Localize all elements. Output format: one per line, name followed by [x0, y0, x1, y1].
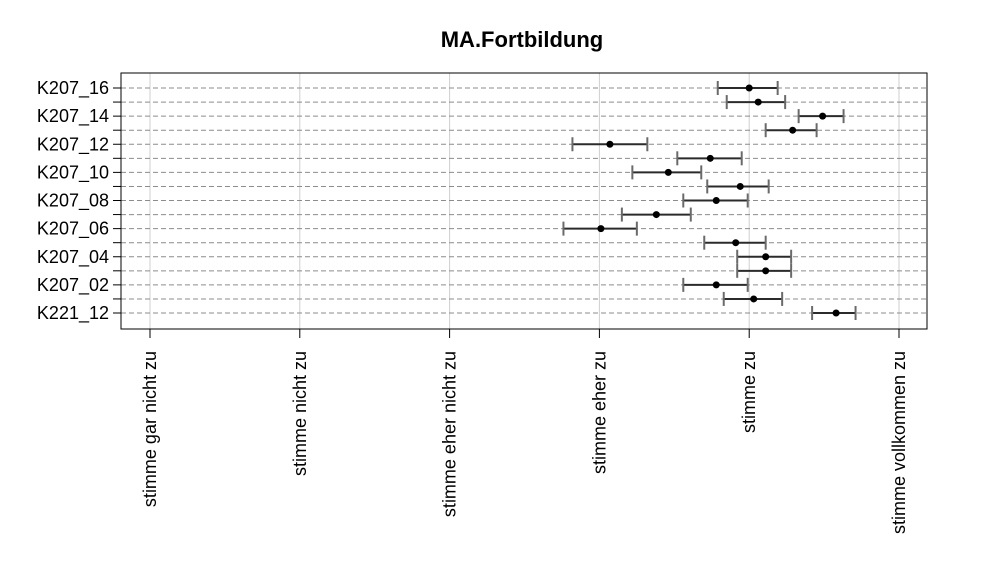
mean-point: [706, 154, 714, 162]
mean-point: [832, 309, 840, 317]
mean-point: [606, 140, 614, 148]
mean-point: [732, 239, 740, 247]
y-tick-label: K207_02: [37, 275, 109, 296]
y-tick-label: K207_14: [37, 106, 109, 127]
mean-point: [652, 211, 660, 219]
mean-point: [754, 98, 762, 106]
mean-point: [736, 182, 744, 190]
mean-point: [745, 84, 753, 92]
y-tick-label: K207_10: [37, 162, 109, 183]
x-tick-label: stimme vollkommen zu: [889, 351, 909, 534]
y-axis: K207_16 K207_14 K207_12 K207_10 K207_08 K207_…: [37, 78, 121, 324]
y-tick-label: K207_04: [37, 247, 109, 268]
y-tick-label: K207_12: [37, 134, 109, 155]
mean-point: [762, 253, 770, 261]
y-tick-label: K207_16: [37, 78, 109, 99]
mean-points: [597, 84, 840, 317]
mean-point: [762, 267, 770, 275]
x-tick-label: stimme eher zu: [589, 351, 609, 474]
mean-point: [664, 168, 672, 176]
mean-point: [597, 225, 605, 233]
x-tick-label: stimme zu: [739, 351, 759, 433]
mean-point: [712, 281, 720, 289]
x-tick-label: stimme gar nicht zu: [140, 351, 160, 507]
chart-title: MA.Fortbildung: [441, 27, 604, 52]
x-axis: stimme gar nicht zu stimme nicht zu stimme…: [140, 329, 909, 534]
mean-point: [712, 197, 720, 204]
mean-point: [819, 112, 827, 120]
y-tick-label: K221_12: [37, 303, 109, 324]
x-tick-label: stimme eher nicht zu: [440, 351, 460, 517]
y-tick-label: K207_08: [37, 191, 109, 212]
y-tick-label: K207_06: [37, 219, 109, 240]
x-tick-label: stimme nicht zu: [290, 351, 310, 476]
row-guides: [121, 87, 927, 314]
mean-point: [750, 295, 758, 303]
mean-point: [789, 126, 797, 134]
